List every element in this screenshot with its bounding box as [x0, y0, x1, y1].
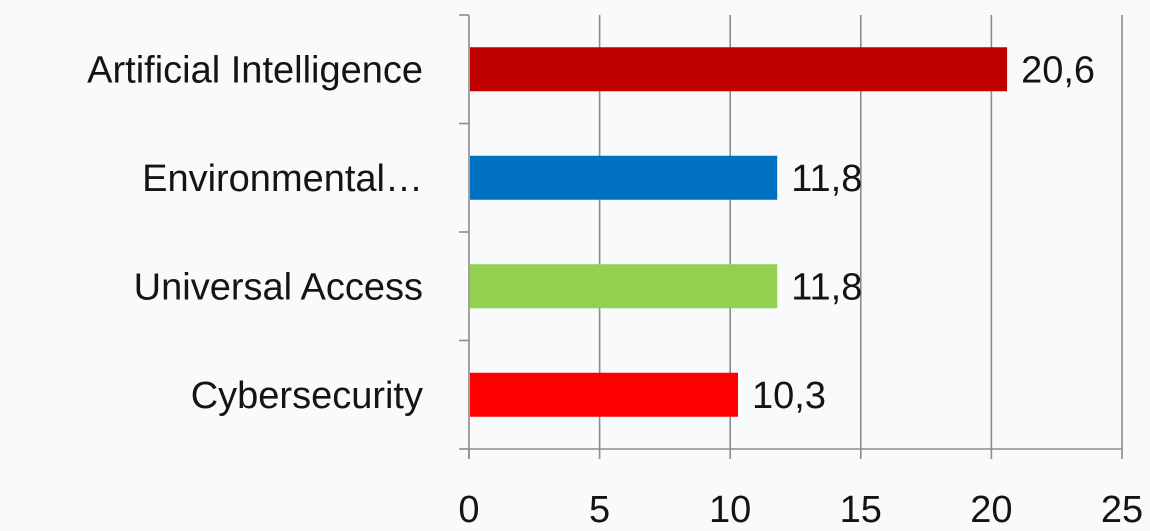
x-tick-label: 10 — [709, 489, 751, 531]
data-label: 10,3 — [752, 375, 826, 417]
x-tick-label: 5 — [589, 489, 610, 531]
category-label: Environmental… — [142, 158, 423, 200]
category-label: Cybersecurity — [191, 375, 423, 417]
category-label: Universal Access — [134, 266, 423, 308]
data-label: 20,6 — [1021, 49, 1095, 91]
bar — [470, 264, 778, 309]
data-label: 11,8 — [791, 158, 862, 200]
bar — [470, 155, 778, 200]
x-tick-label: 20 — [970, 489, 1012, 531]
x-tick-label: 15 — [840, 489, 882, 531]
data-label: 11,8 — [791, 266, 862, 308]
x-tick-label: 25 — [1101, 489, 1143, 531]
bar — [470, 47, 1008, 92]
x-tick-label: 0 — [458, 489, 479, 531]
axes — [459, 14, 1123, 459]
bar — [470, 372, 739, 417]
category-label: Artificial Intelligence — [87, 49, 423, 91]
labels: 0 5 10 15 20 25 Artificial Intelligence 20,6 Env… — [87, 49, 1143, 531]
bars — [470, 47, 1008, 417]
